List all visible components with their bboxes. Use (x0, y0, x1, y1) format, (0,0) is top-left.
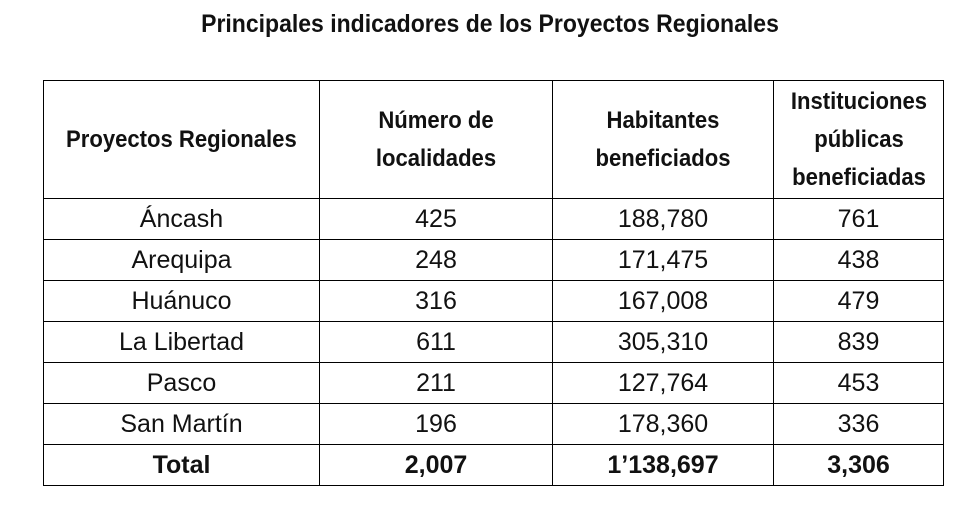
total-cell: Total (43, 444, 320, 486)
table-cell: 839 (773, 321, 944, 363)
table-cell: 196 (319, 403, 553, 445)
table-cell: 211 (319, 362, 553, 404)
table-cell: 171,475 (552, 239, 774, 281)
table-cell: 127,764 (552, 362, 774, 404)
table-row: Huánuco 316 167,008 479 (43, 280, 944, 322)
total-cell: 3,306 (773, 444, 944, 486)
table-row: Áncash 425 188,780 761 (43, 198, 944, 240)
table-row: Arequipa 248 171,475 438 (43, 239, 944, 281)
header-instituciones: Instituciones públicas beneficiadas (773, 80, 944, 199)
table-cell: Áncash (43, 198, 320, 240)
total-row: Total 2,007 1’138,697 3,306 (43, 444, 944, 486)
table-cell: 188,780 (552, 198, 774, 240)
header-proyectos: Proyectos Regionales (43, 80, 320, 199)
table-cell: 438 (773, 239, 944, 281)
table-cell: 611 (319, 321, 553, 363)
table-cell: 761 (773, 198, 944, 240)
table-cell: 453 (773, 362, 944, 404)
table-cell: 336 (773, 403, 944, 445)
table-row: San Martín 196 178,360 336 (43, 403, 944, 445)
table-cell: Pasco (43, 362, 320, 404)
indicators-table: Proyectos Regionales Número de localidad… (43, 80, 944, 486)
total-cell: 1’138,697 (552, 444, 774, 486)
table-cell: 167,008 (552, 280, 774, 322)
table-cell: 248 (319, 239, 553, 281)
table-cell: 305,310 (552, 321, 774, 363)
table-row: La Libertad 611 305,310 839 (43, 321, 944, 363)
table-header-row: Proyectos Regionales Número de localidad… (43, 80, 944, 199)
table-cell: 479 (773, 280, 944, 322)
table-cell: 178,360 (552, 403, 774, 445)
page-title: Principales indicadores de los Proyectos… (201, 10, 779, 38)
table-cell: 425 (319, 198, 553, 240)
table-cell: Arequipa (43, 239, 320, 281)
table-cell: San Martín (43, 403, 320, 445)
table-row: Pasco 211 127,764 453 (43, 362, 944, 404)
table-cell: La Libertad (43, 321, 320, 363)
header-localidades: Número de localidades (319, 80, 553, 199)
header-habitantes: Habitantes beneficiados (552, 80, 774, 199)
table-cell: 316 (319, 280, 553, 322)
table-cell: Huánuco (43, 280, 320, 322)
total-cell: 2,007 (319, 444, 553, 486)
